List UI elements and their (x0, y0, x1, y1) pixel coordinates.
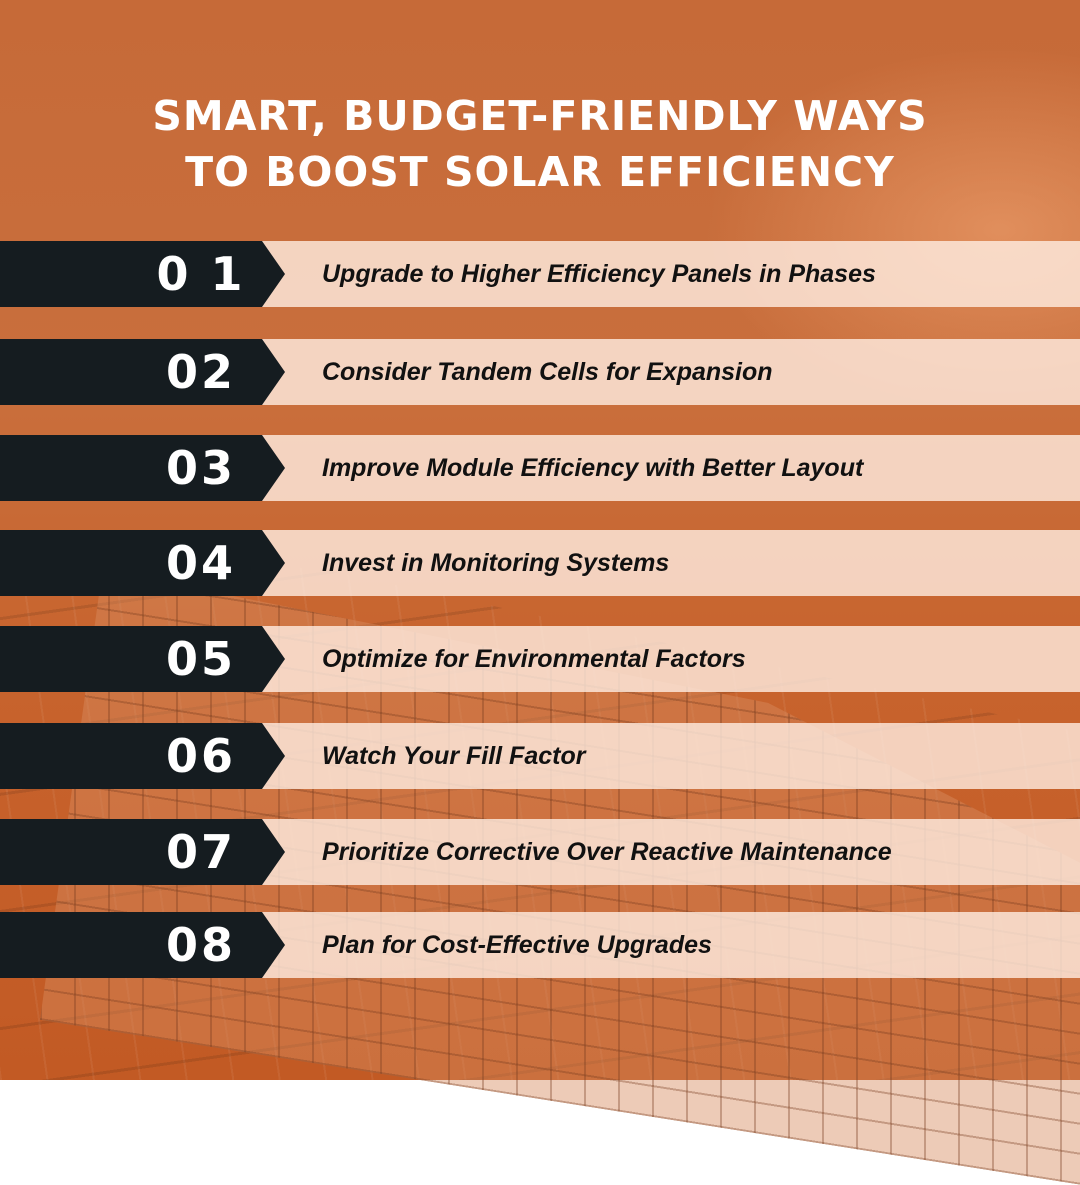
list-item-8: 08 Plan for Cost-Effective Upgrades (0, 912, 1080, 978)
list-item-1: 0 1 Upgrade to Higher Efficiency Panels … (0, 241, 1080, 307)
list-item-3: 03 Improve Module Efficiency with Better… (0, 435, 1080, 501)
list-item-4: 04 Invest in Monitoring Systems (0, 530, 1080, 596)
item-number: 0 1 (156, 247, 246, 301)
item-text: Upgrade to Higher Efficiency Panels in P… (322, 260, 876, 288)
item-number: 05 (165, 632, 236, 686)
item-number-tab (0, 435, 285, 501)
list-item-2: 02 Consider Tandem Cells for Expansion (0, 339, 1080, 405)
list-item-5: 05 Optimize for Environmental Factors (0, 626, 1080, 692)
title-line-1: SMART, BUDGET-FRIENDLY WAYS (152, 92, 928, 140)
list-item-6: 06 Watch Your Fill Factor (0, 723, 1080, 789)
item-number-tab (0, 819, 285, 885)
item-number-tab (0, 723, 285, 789)
item-number: 02 (165, 345, 236, 399)
item-text: Plan for Cost-Effective Upgrades (322, 931, 712, 959)
item-text: Consider Tandem Cells for Expansion (322, 358, 773, 386)
item-text: Improve Module Efficiency with Better La… (322, 454, 864, 482)
item-number: 08 (165, 918, 236, 972)
list-item-7: 07 Prioritize Corrective Over Reactive M… (0, 819, 1080, 885)
tips-list: 0 1 Upgrade to Higher Efficiency Panels … (0, 241, 1080, 978)
item-text: Watch Your Fill Factor (322, 742, 586, 770)
title-line-2: TO BOOST SOLAR EFFICIENCY (185, 148, 895, 196)
item-number-tab (0, 912, 285, 978)
item-number: 03 (165, 441, 236, 495)
item-number-tab (0, 626, 285, 692)
page-title: SMART, BUDGET-FRIENDLY WAYS TO BOOST SOL… (0, 88, 1080, 200)
item-number: 06 (165, 729, 236, 783)
item-number: 04 (165, 536, 236, 590)
item-text: Optimize for Environmental Factors (322, 645, 746, 673)
item-number-tab (0, 530, 285, 596)
item-number-tab (0, 241, 285, 307)
item-number-tab (0, 339, 285, 405)
item-text: Prioritize Corrective Over Reactive Main… (322, 838, 892, 866)
item-text: Invest in Monitoring Systems (322, 549, 670, 577)
item-number: 07 (165, 825, 236, 879)
